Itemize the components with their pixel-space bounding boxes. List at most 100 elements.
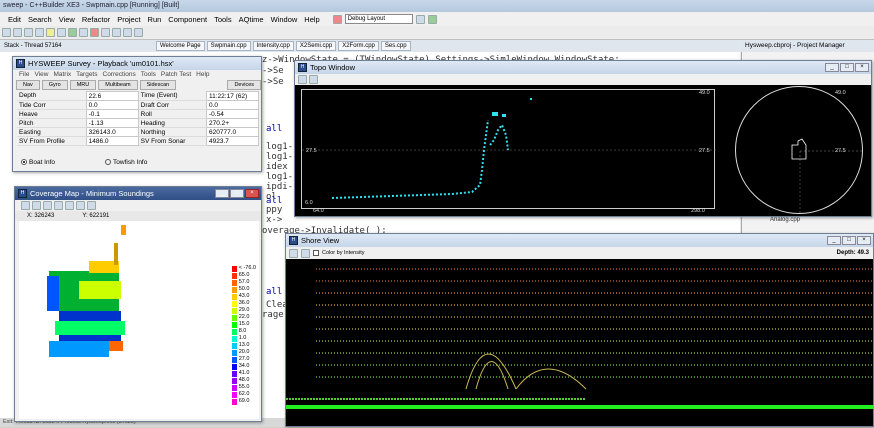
maximize-icon[interactable]: □ [840, 63, 854, 72]
label-tide-corr: Tide Corr [17, 100, 87, 110]
print-icon[interactable] [57, 28, 66, 37]
maximize-icon[interactable]: □ [230, 189, 244, 198]
shore-view-canvas[interactable] [286, 259, 874, 428]
menu-component[interactable]: Component [168, 14, 208, 24]
survey-title-bar[interactable]: H HYSWEEP Survey - Playback 'um0101.hsx' [13, 57, 261, 70]
options-icon[interactable] [298, 75, 307, 84]
tab-multibeam[interactable]: Multibeam [98, 80, 138, 90]
survey-menu-file[interactable]: File [19, 71, 30, 78]
minimize-icon[interactable]: _ [825, 63, 839, 72]
back-icon[interactable] [123, 28, 132, 37]
step-over-icon[interactable] [101, 28, 110, 37]
menu-view[interactable]: View [58, 14, 75, 24]
coverage-title-bar[interactable]: H Coverage Map - Minimum Soundings _ □ × [15, 187, 261, 200]
value-time: 11:22:17 (62) [206, 91, 259, 101]
view-icon[interactable] [309, 75, 318, 84]
menu-project[interactable]: Project [117, 14, 141, 24]
tab-x2form[interactable]: X2Form.cpp [338, 41, 379, 51]
legend-label: 13.0 [238, 342, 250, 348]
save-all-icon[interactable] [35, 28, 44, 37]
menu-aqtime[interactable]: AQtime [238, 14, 264, 24]
grid-icon[interactable] [65, 201, 74, 210]
open-icon[interactable] [13, 28, 22, 37]
zoom-out-icon[interactable] [32, 201, 41, 210]
menu-search[interactable]: Search [27, 14, 52, 24]
tab-sidescan[interactable]: Sidescan [139, 80, 177, 90]
fit-icon[interactable] [54, 201, 63, 210]
folder-icon[interactable] [46, 28, 55, 37]
survey-menu-targets[interactable]: Targets [76, 71, 98, 78]
legend-label: 22.0 [238, 314, 250, 320]
close-icon[interactable]: × [857, 236, 871, 245]
survey-menu-matrix[interactable]: Matrix [53, 71, 72, 78]
color-by-intensity-checkbox[interactable] [313, 250, 319, 256]
minimize-icon[interactable]: _ [215, 189, 229, 198]
pause-icon[interactable] [79, 28, 88, 37]
close-icon[interactable]: × [855, 63, 869, 72]
topo-profile-plot[interactable] [301, 89, 716, 209]
shore-title: Shore View [301, 236, 340, 245]
tab-gyro[interactable]: Gyro [41, 80, 68, 90]
survey-menu-view[interactable]: View [34, 71, 49, 78]
save-icon[interactable] [24, 28, 33, 37]
legend-row: 69.0 [231, 398, 256, 405]
project-tree-item[interactable]: Analog.cpp [770, 217, 801, 223]
legend-label: 29.0 [238, 307, 250, 313]
label-heave: Heave [17, 109, 87, 119]
zoom-in-icon[interactable] [21, 201, 30, 210]
tab-intensity[interactable]: Intensity.cpp [252, 41, 294, 51]
code-line: all [266, 124, 283, 134]
coverage-canvas[interactable]: < -76.0 65.0 57.0 50.0 43.0 36.0 29.0 22… [19, 221, 259, 419]
minimize-icon[interactable]: _ [827, 236, 841, 245]
boat-info-option[interactable]: Boat Info [21, 159, 55, 166]
options-icon[interactable] [289, 248, 298, 258]
code-line: ppy [266, 205, 283, 215]
code-line: ol [266, 192, 277, 202]
maximize-icon[interactable]: □ [842, 236, 856, 245]
menu-tools[interactable]: Tools [214, 14, 232, 24]
towfish-info-option[interactable]: Towfish Info [105, 159, 147, 166]
menu-refactor[interactable]: Refactor [81, 14, 111, 24]
menu-help[interactable]: Help [304, 14, 320, 24]
code-line: ->Se [262, 66, 284, 76]
project-manager-title: Hysweep.cbproj - Project Manager [741, 40, 874, 52]
boat-position-ring[interactable] [735, 86, 864, 215]
survey-menu-tools[interactable]: Tools [140, 71, 156, 78]
new-icon[interactable] [2, 28, 11, 37]
legend-row: 27.0 [231, 356, 256, 363]
tab-ses[interactable]: Ses.cpp [380, 41, 411, 51]
view-icon[interactable] [301, 248, 310, 258]
tab-welcome-page[interactable]: Welcome Page [156, 41, 205, 51]
menu-run[interactable]: Run [147, 14, 162, 24]
survey-menu-patch-test[interactable]: Patch Test [160, 71, 192, 78]
legend-label: 62.0 [238, 391, 250, 397]
survey-menu-help[interactable]: Help [196, 71, 210, 78]
legend-label: 50.0 [238, 286, 250, 292]
shore-title-bar[interactable]: H Shore View _ □ × [286, 234, 873, 247]
layout-combo[interactable]: Debug Layout [344, 14, 413, 24]
step-into-icon[interactable] [112, 28, 121, 37]
settings-icon[interactable] [87, 201, 96, 210]
stop-icon[interactable] [90, 28, 99, 37]
legend-label: 36.0 [238, 300, 250, 306]
forward-icon[interactable] [134, 28, 143, 37]
tab-swpmain[interactable]: Swpmain.cpp [206, 41, 251, 51]
close-icon[interactable]: × [245, 189, 259, 198]
save-layout-icon[interactable] [415, 14, 425, 24]
run-icon[interactable] [68, 28, 77, 37]
pan-icon[interactable] [43, 201, 52, 210]
legend-swatch [231, 377, 237, 384]
layout-icon[interactable] [427, 14, 437, 24]
menu-window[interactable]: Window [270, 14, 298, 24]
record-icon[interactable] [332, 14, 342, 24]
tab-nav[interactable]: Nav [16, 80, 40, 90]
topo-y-mid-label: 27.5 [306, 148, 317, 154]
survey-menu-corrections[interactable]: Corrections [102, 71, 136, 78]
tab-mru[interactable]: MRU [69, 80, 97, 90]
topo-title-bar[interactable]: H Topo Window _ □ × [295, 61, 871, 74]
tab-x2semi[interactable]: X2Semi.cpp [295, 41, 337, 51]
refresh-icon[interactable] [76, 201, 85, 210]
tab-devices[interactable]: Devices [227, 80, 261, 90]
legend-row: 36.0 [231, 300, 256, 307]
menu-edit[interactable]: Edit [8, 14, 21, 24]
